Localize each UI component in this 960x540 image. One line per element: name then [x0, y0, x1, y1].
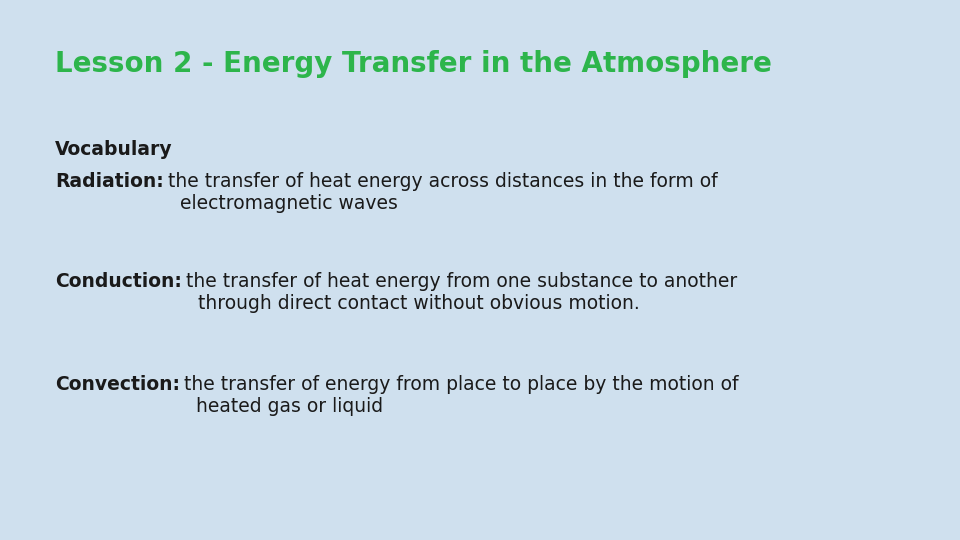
Text: Vocabulary: Vocabulary [55, 140, 173, 159]
Text: the transfer of heat energy from one substance to another
  through direct conta: the transfer of heat energy from one sub… [186, 272, 737, 313]
Text: Lesson 2 - Energy Transfer in the Atmosphere: Lesson 2 - Energy Transfer in the Atmosp… [55, 50, 772, 78]
Text: Conduction:: Conduction: [55, 272, 181, 291]
Text: the transfer of heat energy across distances in the form of
  electromagnetic wa: the transfer of heat energy across dista… [168, 172, 717, 213]
Text: Radiation:: Radiation: [55, 172, 164, 191]
Text: the transfer of energy from place to place by the motion of
  heated gas or liqu: the transfer of energy from place to pla… [184, 375, 738, 416]
Text: Convection:: Convection: [55, 375, 180, 394]
